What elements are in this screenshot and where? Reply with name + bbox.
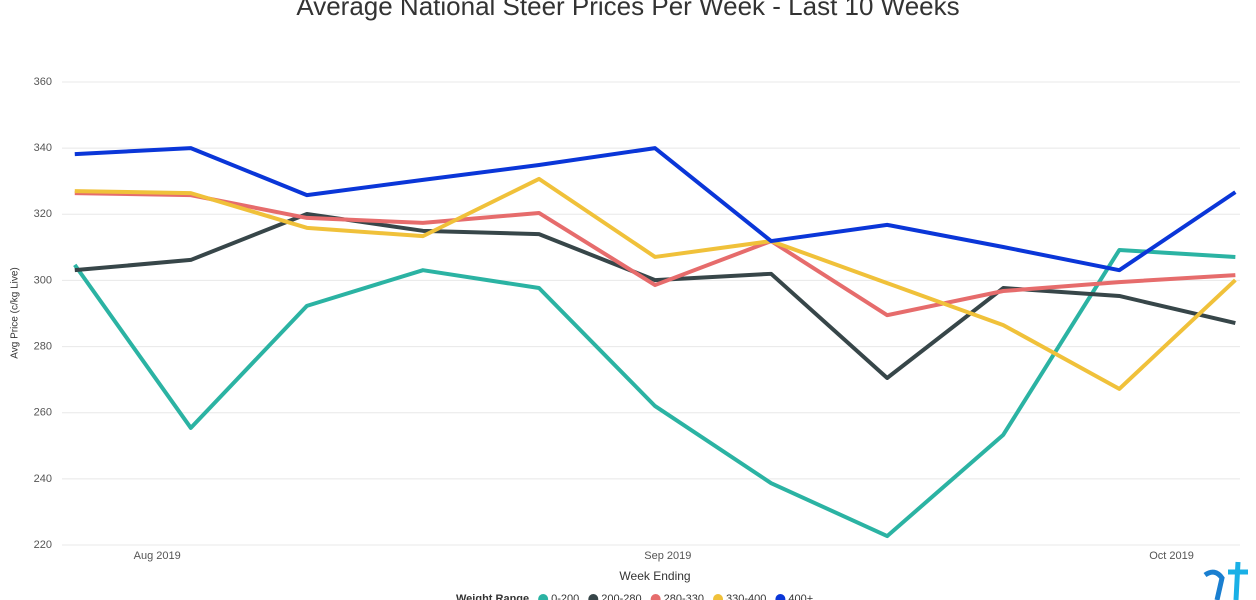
y-tick-label: 280 — [34, 340, 52, 352]
y-tick-label: 220 — [34, 539, 52, 551]
legend-marker — [588, 594, 599, 600]
y-tick-label: 300 — [34, 274, 52, 286]
y-tick-label: 240 — [34, 473, 52, 485]
legend-marker — [713, 594, 724, 600]
series-line — [73, 248, 1236, 539]
y-tick-label: 360 — [34, 76, 52, 88]
x-axis-label: Week Ending — [619, 569, 690, 583]
legend-label: 400+ — [788, 593, 813, 600]
logo — [1203, 561, 1248, 600]
series-line — [74, 211, 1236, 380]
y-tick-label: 340 — [34, 142, 52, 154]
y-tick-label: 260 — [34, 407, 52, 419]
legend-marker — [538, 594, 549, 600]
y-axis-label: Avg Price (c/kg Live) — [10, 267, 21, 359]
x-tick-label: Sep 2019 — [644, 550, 691, 562]
series-line — [74, 146, 1237, 273]
x-tick-label: Aug 2019 — [134, 550, 181, 562]
legend-label: 330-400 — [726, 593, 766, 600]
legend-label: 0-200 — [551, 593, 579, 600]
legend-marker — [775, 594, 786, 600]
series-line — [74, 191, 1236, 318]
y-tick-label: 320 — [34, 208, 52, 220]
legend-label: 200-280 — [601, 593, 641, 600]
series-line — [74, 176, 1237, 391]
chart-title: Average National Steer Prices Per Week -… — [296, 0, 959, 21]
x-tick-label: Oct 2019 — [1149, 550, 1194, 562]
legend-marker — [650, 594, 661, 600]
legend-title: Weight Range — [456, 593, 529, 600]
legend-label: 280-330 — [664, 593, 704, 600]
